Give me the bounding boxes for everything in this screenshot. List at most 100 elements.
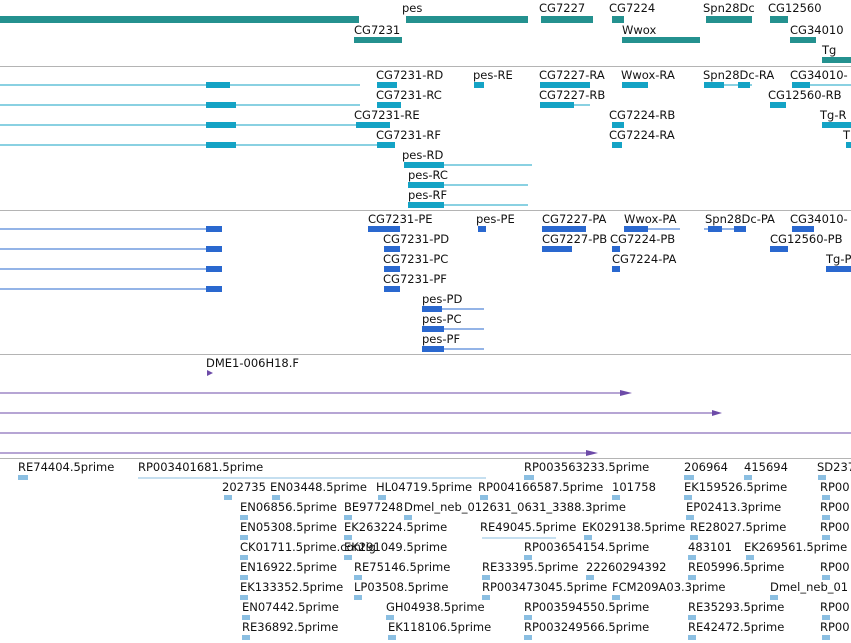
clone-glyph[interactable] — [586, 450, 598, 456]
transcript-glyph[interactable] — [792, 82, 810, 88]
transcript-label[interactable]: CG34010- — [790, 68, 848, 82]
est-glyph[interactable] — [612, 495, 620, 500]
transcript-glyph[interactable] — [540, 82, 590, 88]
est-glyph[interactable] — [686, 515, 694, 520]
transcript-label[interactable]: pes-RD — [402, 148, 444, 162]
gene-glyph[interactable] — [354, 37, 402, 43]
est-glyph[interactable] — [584, 535, 592, 540]
est-label[interactable]: 22260294392 — [586, 560, 667, 574]
est-label[interactable]: EK291049.5prime — [344, 540, 448, 554]
est-glyph[interactable] — [240, 535, 248, 540]
gene-label[interactable]: Spn28Dc — [703, 1, 755, 15]
cds-label[interactable]: CG7231-PF — [383, 272, 447, 286]
est-label[interactable]: GH04938.5prime — [386, 600, 485, 614]
cds-glyph[interactable] — [734, 226, 746, 232]
est-label[interactable]: RP003473045.5prime — [482, 580, 608, 594]
cds-label[interactable]: CG7227-PA — [542, 212, 607, 226]
est-glyph[interactable] — [822, 495, 830, 500]
transcript-glyph[interactable] — [846, 142, 851, 148]
est-label[interactable]: CK01711.5prime.contig — [240, 540, 376, 554]
gene-glyph[interactable] — [822, 57, 851, 63]
cds-glyph[interactable] — [422, 326, 444, 332]
est-label[interactable]: Dmel_neb_01 — [770, 580, 849, 594]
transcript-label[interactable]: Wwox-RA — [621, 68, 675, 82]
gene-label[interactable]: Wwox — [622, 23, 657, 37]
est-label[interactable]: RP003594550.5prime — [524, 600, 650, 614]
est-glyph[interactable] — [240, 575, 248, 580]
est-label[interactable]: EK263224.5prime — [344, 520, 448, 534]
transcript-glyph[interactable] — [612, 122, 624, 128]
est-glyph[interactable] — [240, 515, 248, 520]
est-glyph[interactable] — [690, 535, 698, 540]
est-label[interactable]: LP03508.5prime — [354, 580, 449, 594]
est-label[interactable]: RE74404.5prime — [18, 460, 115, 474]
est-glyph[interactable] — [388, 635, 396, 640]
cds-glyph[interactable] — [422, 346, 444, 352]
transcript-glyph[interactable] — [206, 142, 236, 148]
clone-glyph[interactable] — [712, 410, 722, 416]
est-label[interactable]: RP00 — [820, 560, 850, 574]
est-glyph[interactable] — [18, 475, 28, 480]
est-label[interactable]: HL04719.5prime — [376, 480, 473, 494]
est-glyph[interactable] — [272, 495, 280, 500]
est-label[interactable]: RE33395.5prime — [482, 560, 579, 574]
cds-label[interactable]: Wwox-PA — [624, 212, 677, 226]
est-label[interactable]: Dmel_neb_012631_0631_3388.3prime — [404, 500, 626, 514]
gene-label[interactable]: CG12560 — [768, 1, 822, 15]
gene-label[interactable]: CG7231 — [354, 23, 401, 37]
est-label[interactable]: EK269561.5prime — [744, 540, 848, 554]
cds-glyph[interactable] — [384, 246, 400, 252]
cds-label[interactable]: CG7224-PB — [610, 232, 676, 246]
est-label[interactable]: BE977248 — [344, 500, 404, 514]
gene-glyph[interactable] — [770, 16, 788, 23]
gene-glyph[interactable] — [612, 16, 624, 23]
cds-label[interactable]: pes-PF — [422, 332, 461, 346]
gene-glyph[interactable] — [706, 16, 752, 23]
transcript-label[interactable]: CG7231-RD — [376, 68, 444, 82]
transcript-label[interactable]: pes-RC — [408, 168, 448, 182]
cds-glyph[interactable] — [384, 286, 400, 292]
transcript-label[interactable]: CG7224-RB — [609, 108, 676, 122]
cds-label[interactable]: CG7227-PB — [542, 232, 608, 246]
est-label[interactable]: EN07442.5prime — [242, 600, 339, 614]
transcript-glyph[interactable] — [377, 142, 395, 148]
est-glyph[interactable] — [386, 615, 394, 620]
est-label[interactable]: 101758 — [612, 480, 656, 494]
est-label[interactable]: RE36892.5prime — [242, 620, 339, 634]
transcript-glyph[interactable] — [206, 82, 230, 88]
est-glyph[interactable] — [240, 595, 248, 600]
transcript-glyph[interactable] — [612, 142, 622, 148]
est-glyph[interactable] — [524, 615, 532, 620]
gene-glyph[interactable] — [541, 16, 593, 23]
est-label[interactable]: EN06856.5prime — [240, 500, 337, 514]
transcript-glyph[interactable] — [206, 122, 236, 128]
est-label[interactable]: EN16922.5prime — [240, 560, 337, 574]
est-glyph[interactable] — [684, 495, 692, 500]
cds-glyph[interactable] — [770, 246, 788, 252]
est-glyph[interactable] — [378, 495, 386, 500]
cds-glyph[interactable] — [206, 286, 222, 292]
gene-glyph[interactable] — [790, 37, 816, 43]
cds-label[interactable]: CG12560-PB — [770, 232, 843, 246]
est-glyph[interactable] — [480, 495, 488, 500]
est-label[interactable]: EN03448.5prime — [270, 480, 367, 494]
transcript-glyph[interactable] — [770, 102, 786, 108]
transcript-glyph[interactable] — [206, 102, 236, 108]
est-glyph[interactable] — [354, 595, 362, 600]
est-label[interactable]: RE75146.5prime — [354, 560, 451, 574]
est-label[interactable]: EK133352.5prime — [240, 580, 344, 594]
est-label[interactable]: 483101 — [688, 540, 732, 554]
cds-glyph[interactable] — [478, 226, 486, 232]
est-label[interactable]: RP00 — [820, 600, 850, 614]
gene-glyph[interactable] — [406, 16, 528, 23]
cds-label[interactable]: CG7231-PD — [383, 232, 450, 246]
cds-glyph[interactable] — [542, 226, 586, 232]
est-glyph[interactable] — [688, 615, 696, 620]
transcript-label[interactable]: CG7227-RB — [539, 88, 606, 102]
est-label[interactable]: RP003654154.5prime — [524, 540, 650, 554]
est-glyph[interactable] — [822, 515, 830, 520]
clone-glyph[interactable] — [620, 390, 632, 396]
cds-label[interactable]: Spn28Dc-PA — [705, 212, 775, 226]
est-label[interactable]: RP00 — [820, 520, 850, 534]
cds-label[interactable]: CG7231-PC — [383, 252, 449, 266]
